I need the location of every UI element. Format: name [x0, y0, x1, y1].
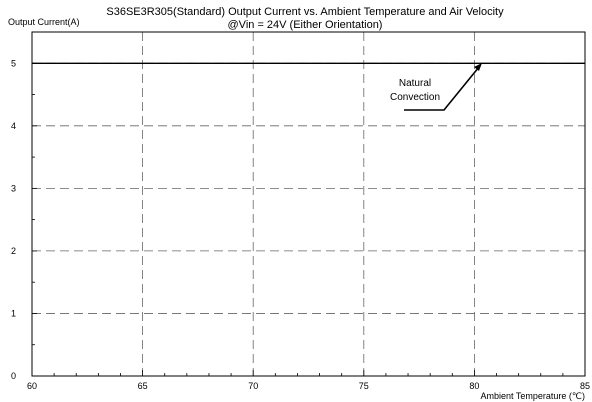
x-axis-title: Ambient Temperature (℃) — [481, 391, 585, 401]
x-tick-label: 75 — [359, 381, 369, 391]
x-tick-label: 85 — [580, 381, 590, 391]
x-tick-label: 65 — [138, 381, 148, 391]
y-tick-label: 3 — [11, 183, 16, 193]
y-axis-title: Output Current(A) — [8, 17, 80, 27]
annotation-leader-line — [404, 66, 480, 111]
minor-ticks — [31, 31, 586, 377]
x-tick-label: 60 — [27, 381, 37, 391]
tick-labels: 60 65 70 75 80 85 0 1 2 3 4 5 — [11, 58, 590, 391]
plot-frame — [31, 31, 586, 377]
annotation-arrowhead — [474, 63, 482, 71]
y-tick-label: 5 — [11, 58, 16, 68]
grid — [32, 32, 585, 376]
y-tick-label: 1 — [11, 308, 16, 318]
x-tick-label: 70 — [248, 381, 258, 391]
annotation-label-line-1: Natural — [399, 78, 431, 89]
chart-title: S36SE3R305(Standard) Output Current vs. … — [106, 6, 504, 18]
chart-subtitle: @Vin = 24V (Either Orientation) — [228, 19, 383, 31]
annotation-label-line-2: Convection — [390, 92, 440, 103]
y-tick-label: 2 — [11, 246, 16, 256]
annotation-natural-convection: Natural Convection — [390, 63, 482, 111]
y-tick-label: 0 — [11, 371, 16, 381]
x-tick-label: 80 — [469, 381, 479, 391]
y-tick-label: 4 — [11, 121, 16, 131]
